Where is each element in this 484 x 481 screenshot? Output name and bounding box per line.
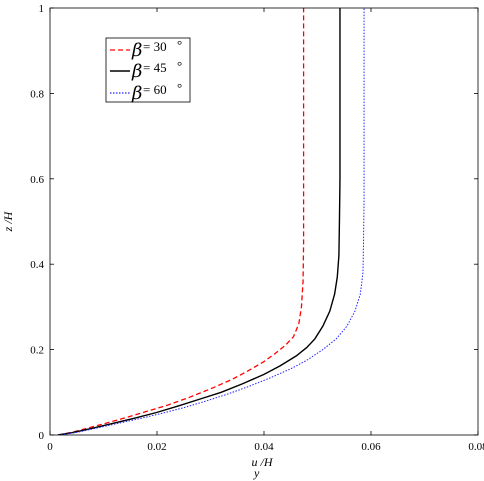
y-tick-label: 1 [39,3,45,15]
legend: β = 30 °β = 45 °β = 60 ° [105,37,191,104]
y-tick-label: 0.4 [30,259,44,271]
axes-layer: 0 0.02 0.04 0.06 0.08 0 0.2 0.4 0.6 0.8 1 [30,3,484,453]
y-tick-label: 0.2 [30,345,44,357]
x-axis-label-subscript: y [253,466,260,480]
y-tick-label: 0 [39,430,45,442]
y-axis-label: z /H [1,210,15,232]
x-tick-label: 0.04 [254,441,274,453]
x-tick-label: 0.06 [361,441,381,453]
series-line-1 [57,8,305,435]
series-layer [57,8,365,435]
legend-beta-symbol: β [131,83,142,104]
legend-value-text: = 45 [143,60,167,75]
y-tick-label: 0.8 [30,88,44,100]
legend-value-text: = 60 [143,82,167,97]
x-axis-label-rest: /H [260,455,274,469]
legend-box [105,37,191,103]
legend-degree-mark: ° [177,80,182,95]
y-tick-label: 0.6 [30,174,44,186]
x-tick-label: 0 [47,441,53,453]
legend-value-text: = 30 [143,39,167,54]
legend-beta-symbol: β [131,40,142,61]
series-line-2 [57,8,341,435]
x-axis-label-main: u [252,455,258,469]
x-axis-label: u /H [252,455,274,469]
legend-degree-mark: ° [177,37,182,52]
labels-layer: u /H y z /H [1,210,274,480]
legend-degree-mark: ° [177,58,182,73]
legend-beta-symbol: β [131,61,142,82]
x-tick-label: 0.08 [468,441,484,453]
x-tick-label: 0.02 [147,441,166,453]
